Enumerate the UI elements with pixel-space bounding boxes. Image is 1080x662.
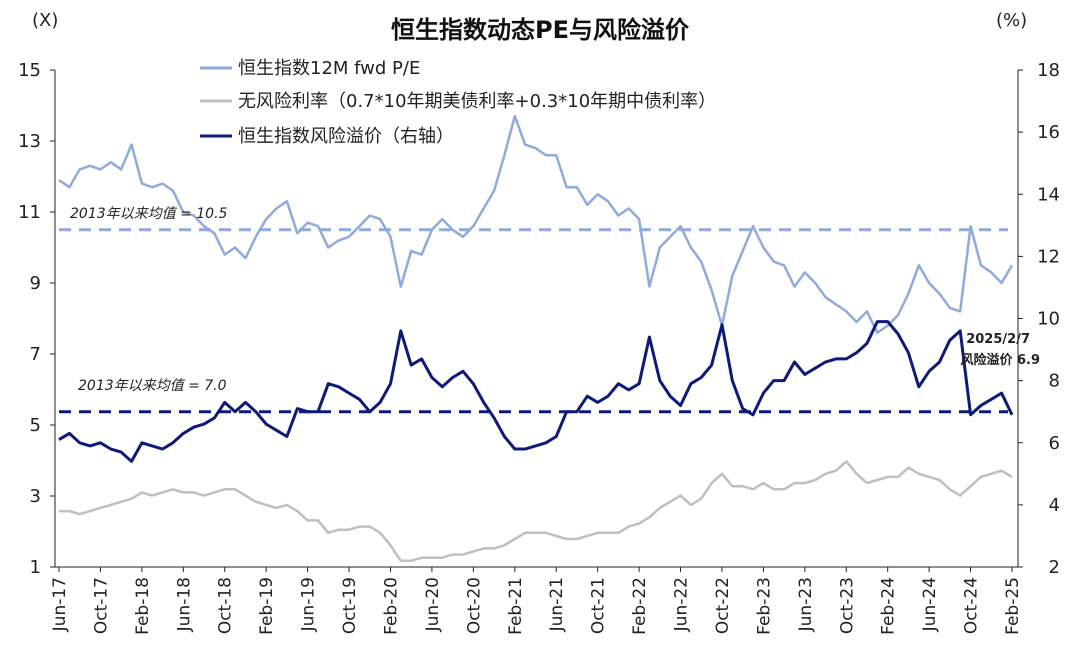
x-tick: Feb-22 [630,577,650,635]
x-tick: Jun-21 [547,577,567,632]
x-tick: Jun-17 [50,577,70,632]
riskfree-series-line [59,460,1013,563]
x-tick: Feb-21 [506,577,526,635]
y-left-tick: 13 [18,131,41,152]
x-tick: Jun-22 [672,577,692,632]
axes: 15 13 11 9 7 5 3 1 18 16 14 12 10 8 6 4 2 Jun-17 Oct-17 Feb… [18,60,1060,635]
y-left-tick: 1 [30,557,41,578]
x-tick: Jun-19 [299,577,319,632]
erp-mean-label: 2013年以来均值 = 7.0 [78,378,227,394]
x-tick: Feb-18 [133,577,153,635]
y-right-tick: 2 [1049,557,1060,578]
y-right-tick: 4 [1049,495,1060,516]
right-axis-unit: (%) [996,10,1027,31]
series-lines [58,114,1014,563]
y-right-tick: 18 [1037,60,1060,81]
x-tick: Feb-20 [381,577,401,635]
y-right-tick: 16 [1037,122,1060,143]
y-right-tick: 6 [1049,433,1060,454]
legend: 恒生指数12M fwd P/E 无风险利率（0.7*10年期美债利率+0.3*1… [200,58,716,147]
y-right-tick: 10 [1037,309,1060,330]
reference-lines [59,228,1008,414]
y-left-tick: 7 [30,344,41,365]
x-tick: Feb-24 [879,577,899,635]
x-tick: Feb-19 [257,577,277,635]
y-left-tick: 15 [18,60,41,81]
pe-mean-label: 2013年以来均值 = 10.5 [70,206,228,222]
x-tick: Oct-19 [340,577,360,634]
x-tick: Oct-24 [962,577,982,634]
left-axis-unit: (X) [32,10,58,31]
end-annotation-date: 2025/2/7 [966,332,1030,347]
legend-label-riskfree: 无风险利率（0.7*10年期美债利率+0.3*10年期中债利率） [238,91,716,112]
x-tick: Oct-22 [713,577,733,634]
end-annotation-value: 风险溢价 6.9 [960,352,1040,368]
x-tick: Jun-20 [423,577,443,632]
y-right-tick: 12 [1037,246,1060,267]
x-tick: Jun-23 [796,577,816,632]
x-tick: Oct-21 [589,577,609,634]
x-tick: Oct-20 [464,577,484,634]
y-left-tick: 3 [30,486,41,507]
pe-series-line [58,114,1014,334]
y-left-tick: 9 [30,273,41,294]
erp-series-line [58,320,1014,463]
chart-title: 恒生指数动态PE与风险溢价 [391,16,690,44]
legend-label-erp: 恒生指数风险溢价（右轴） [238,126,454,147]
x-tick: Jun-24 [920,577,940,632]
legend-label-pe: 恒生指数12M fwd P/E [238,58,420,79]
x-tick: Feb-25 [1003,577,1023,635]
x-tick: Jun-18 [174,577,194,632]
x-tick: Oct-17 [91,577,111,634]
x-tick: Oct-23 [837,577,857,634]
y-left-tick: 5 [30,415,41,436]
y-left-tick: 11 [18,202,41,223]
x-tick: Oct-18 [216,577,236,634]
y-right-tick: 8 [1049,371,1060,392]
y-right-tick: 14 [1037,184,1060,205]
x-tick: Feb-23 [754,577,774,635]
